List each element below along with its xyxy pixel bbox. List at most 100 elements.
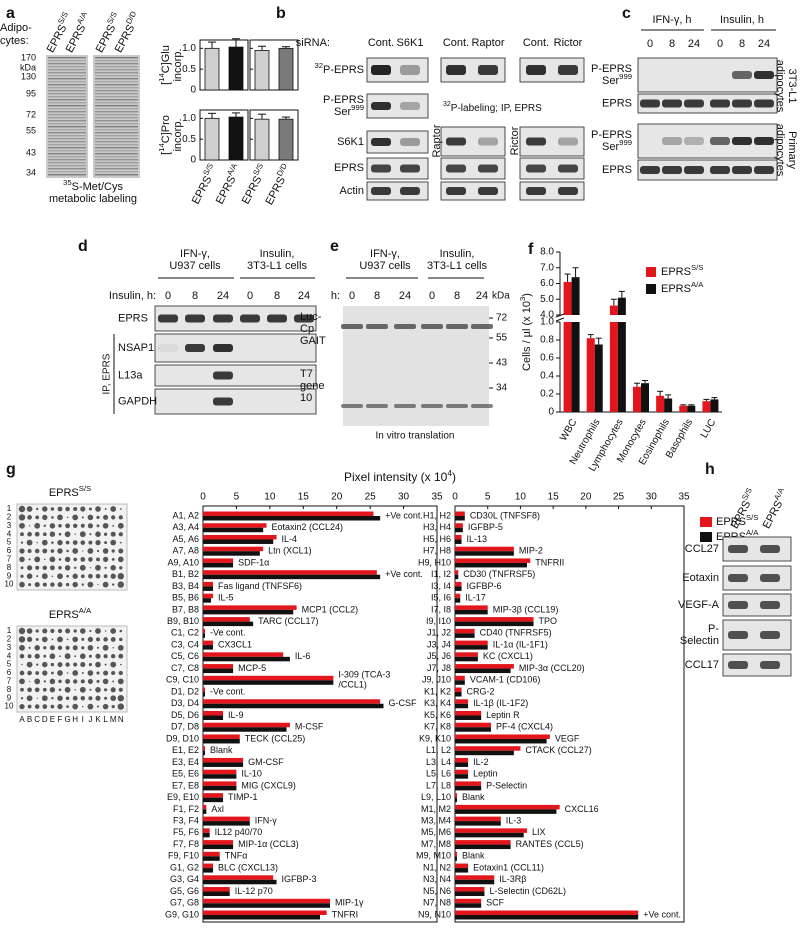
dot (34, 556, 41, 563)
group-label: IFN-γ, h (652, 14, 691, 26)
dot (27, 704, 32, 709)
dot (65, 506, 70, 512)
note: 32P-labeling; IP, EPRS (443, 101, 542, 114)
dot (64, 686, 71, 693)
band (662, 99, 682, 108)
analyte-label: CD30L (TNFSF8) (470, 510, 540, 520)
bar (203, 687, 206, 693)
bar (203, 621, 254, 627)
label-group: Raptor (431, 124, 443, 157)
analyte-label: CD40 (TNFRSF5) (480, 628, 552, 638)
x-tick-label: 20 (331, 492, 343, 503)
bar (702, 401, 711, 412)
bar (203, 840, 234, 845)
dot (41, 636, 48, 643)
panel-label: d (78, 238, 88, 255)
dot (57, 514, 63, 521)
error-bar (258, 113, 266, 120)
x-tick-label: 5 (234, 492, 240, 503)
dot (19, 670, 25, 676)
gel-band (48, 129, 86, 131)
gel-band (48, 159, 86, 161)
bar (455, 516, 465, 521)
bar (203, 868, 214, 873)
bar (455, 633, 475, 638)
bar (203, 609, 294, 615)
dot (118, 532, 123, 537)
dot (72, 540, 78, 545)
gel-band (48, 126, 86, 128)
analyte-label: TNFRII (535, 557, 564, 567)
label-group: [14C]Glu incorp. (157, 45, 184, 85)
bar (228, 116, 244, 161)
column-letter: F (58, 715, 63, 724)
time-label: 8 (374, 290, 380, 302)
dot (35, 515, 40, 520)
text-part: D/D (124, 9, 138, 25)
dot (80, 540, 86, 545)
y-tick-label: A3, A4 (172, 522, 199, 532)
plot-frame (199, 109, 249, 161)
time-label: 24 (298, 290, 310, 302)
dot (72, 581, 78, 588)
blot (440, 181, 506, 201)
band (728, 545, 748, 553)
dot-blot (16, 625, 128, 713)
dot (96, 549, 100, 553)
bar (455, 574, 459, 580)
dot (57, 636, 63, 643)
analyte-label: MIP-1γ (335, 898, 364, 908)
label-group: IP, EPRS (102, 353, 113, 394)
dot-blot (16, 503, 128, 591)
analyte-label: TECK (CCL25) (245, 733, 306, 743)
bar (203, 793, 224, 798)
y-tick-label: A7, A8 (172, 546, 199, 556)
group-label: Insulin, h (720, 14, 764, 26)
y-tick-label: 0 (190, 155, 196, 166)
bar (455, 910, 639, 915)
dot (95, 573, 101, 579)
x-tick-label: 15 (548, 492, 560, 503)
analyte-label: I-309 (TCA-3 (338, 670, 390, 680)
gel-band (48, 108, 86, 110)
dot (111, 515, 116, 520)
gel-band (95, 135, 138, 137)
dot (95, 506, 101, 512)
dot (28, 646, 31, 649)
gel-band (95, 168, 138, 170)
row-label: GAPDH (118, 395, 157, 407)
dot (19, 581, 25, 588)
gel-band (48, 69, 86, 71)
gel-band (48, 75, 86, 77)
marker-label: 43 (496, 358, 508, 369)
bar (455, 675, 465, 681)
text-part: 999 (351, 103, 364, 112)
dot (66, 638, 69, 641)
gel-band (48, 120, 86, 122)
dot (36, 541, 38, 544)
bar (203, 715, 224, 720)
dot (66, 516, 69, 519)
dot (49, 523, 56, 529)
y-tick-label: B5, B6 (172, 593, 199, 603)
y-tick-label: E9, E10 (167, 792, 199, 802)
dot (36, 575, 39, 578)
dot (18, 514, 26, 521)
panel-label: c (622, 5, 631, 22)
y-tick-label: K7, K8 (424, 722, 451, 732)
dot (43, 646, 47, 650)
gel-band (95, 162, 138, 164)
analyte-label: IL-17 (465, 593, 486, 603)
dot (74, 689, 76, 691)
bar (278, 118, 294, 161)
analyte-label: MCP-5 (238, 663, 266, 673)
gel-band (95, 90, 138, 92)
gel-band (95, 114, 138, 116)
bar (455, 687, 462, 693)
y-tick-label: F7, F8 (173, 839, 199, 849)
lane-label: EPRSA/A (758, 486, 791, 531)
dot (35, 565, 40, 570)
dot (96, 515, 100, 520)
dot (34, 522, 41, 529)
